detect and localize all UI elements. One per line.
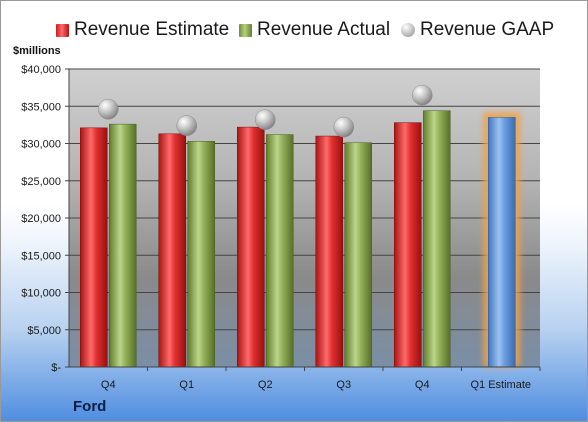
x-tick-label: Q1 Estimate <box>470 379 531 391</box>
y-tick-label: $40,000 <box>21 64 61 76</box>
bar-revenue-estimate <box>394 122 422 368</box>
y-axis-title: $millions <box>13 45 61 57</box>
marker-revenue-gaap <box>98 98 119 120</box>
x-tick-label: Q4 <box>101 379 116 391</box>
y-tick-label: $20,000 <box>21 213 61 225</box>
y-tick-label: $35,000 <box>21 101 61 113</box>
bar-q1-estimate <box>488 117 516 368</box>
marker-revenue-gaap <box>176 115 197 136</box>
legend-item-revenue-gaap: Revenue GAAP <box>401 17 554 43</box>
bar-revenue-estimate <box>80 127 108 368</box>
legend-label-revenue-gaap: Revenue GAAP <box>420 19 555 40</box>
legend-swatch-revenue-estimate <box>56 23 69 37</box>
legend-swatch-revenue-gaap <box>401 23 415 37</box>
bar-revenue-estimate <box>158 133 186 368</box>
legend-item-revenue-estimate: Revenue Estimate <box>56 17 229 43</box>
x-tick-label: Q1 <box>179 379 194 391</box>
y-tick-label: $5,000 <box>27 325 61 337</box>
legend-item-revenue-actual: Revenue Actual <box>239 17 390 43</box>
bar-revenue-actual <box>266 134 294 368</box>
legend: Revenue Estimate Revenue Actual Revenue … <box>1 17 587 43</box>
y-tick-label: $25,000 <box>21 176 61 188</box>
legend-label-revenue-actual: Revenue Actual <box>257 19 391 40</box>
y-tick-label: $30,000 <box>21 139 61 151</box>
marker-revenue-gaap <box>333 116 354 138</box>
bar-revenue-actual <box>344 142 372 368</box>
bar-revenue-actual <box>423 110 451 368</box>
x-tick-label: Q3 <box>336 379 351 391</box>
y-tick-label: $- <box>51 362 61 374</box>
company-name: Ford <box>73 398 107 415</box>
y-tick-label: $10,000 <box>21 288 61 300</box>
x-tick-label: Q2 <box>258 379 273 391</box>
x-tick-label: Q4 <box>415 379 430 391</box>
bar-revenue-estimate <box>315 135 343 368</box>
bar-revenue-actual <box>109 123 137 368</box>
y-tick-label: $15,000 <box>21 250 61 262</box>
marker-revenue-gaap <box>255 109 276 130</box>
bar-revenue-actual <box>187 141 215 368</box>
legend-label-revenue-estimate: Revenue Estimate <box>74 19 230 40</box>
marker-revenue-gaap <box>412 84 433 106</box>
legend-swatch-revenue-actual <box>239 23 252 37</box>
bar-revenue-estimate <box>237 126 265 368</box>
